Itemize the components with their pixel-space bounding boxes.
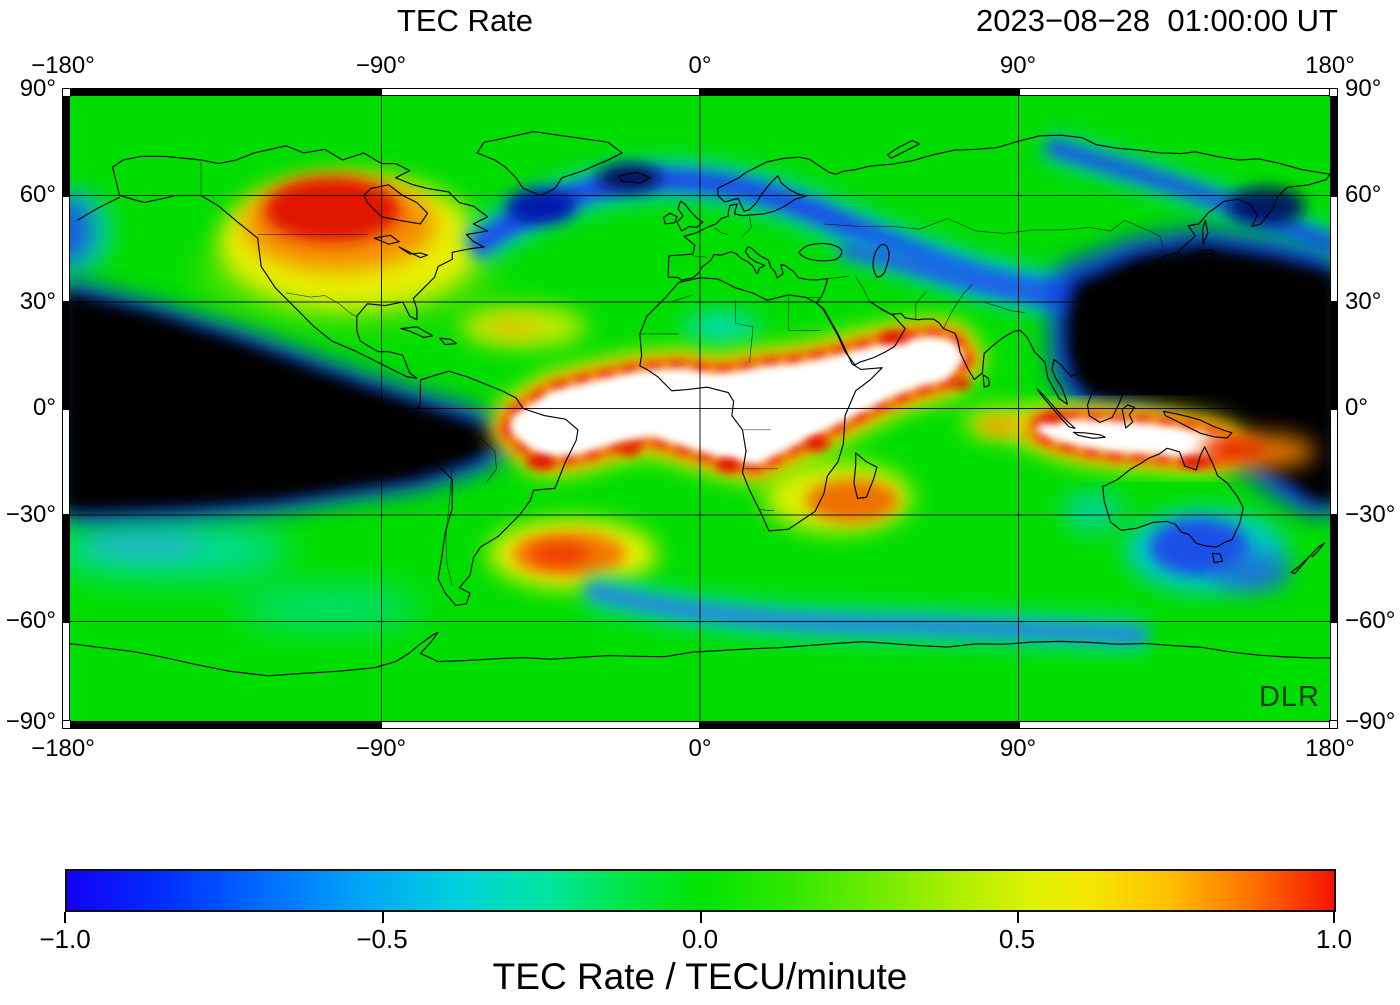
frame-segment bbox=[62, 302, 70, 409]
frame-segment bbox=[381, 88, 700, 96]
colorbar-tick-label: 0.5 bbox=[998, 924, 1036, 954]
frame-segment bbox=[1330, 622, 1338, 729]
frame-segment bbox=[1330, 196, 1338, 302]
lat-tick-label-right: −30° bbox=[1345, 501, 1396, 528]
frame-segment bbox=[1330, 88, 1338, 196]
lat-tick-label-left: −90° bbox=[5, 708, 56, 735]
colorbar-tick-label: −0.5 bbox=[356, 924, 408, 954]
lat-tick-label-right: −90° bbox=[1345, 708, 1396, 735]
frame-segment bbox=[1330, 409, 1338, 515]
lon-tick-label-top: 0° bbox=[688, 52, 712, 79]
lat-tick-label-right: 90° bbox=[1345, 75, 1382, 102]
lat-tick-label-left: 90° bbox=[19, 75, 56, 102]
lon-tick-label-bottom: 0° bbox=[688, 735, 712, 762]
frame-corner bbox=[62, 88, 71, 97]
lat-tick-label-right: −60° bbox=[1345, 607, 1396, 634]
colorbar-tick bbox=[1017, 912, 1019, 923]
colorbar-tick bbox=[1333, 912, 1335, 923]
map-frame bbox=[62, 88, 1338, 729]
frame-corner bbox=[1329, 720, 1338, 729]
lon-tick-label-top: −180° bbox=[31, 52, 95, 79]
lon-tick-label-bottom: 180° bbox=[1305, 735, 1355, 762]
frame-segment bbox=[1330, 302, 1338, 409]
lon-tick-label-top: 90° bbox=[999, 52, 1037, 79]
frame-segment bbox=[700, 721, 1019, 729]
frame-segment bbox=[62, 622, 70, 729]
country-borders bbox=[200, 161, 1164, 587]
lat-tick-label-left: −30° bbox=[5, 501, 56, 528]
gridlines bbox=[63, 89, 1337, 728]
lat-tick-label-right: 0° bbox=[1345, 394, 1368, 421]
colorbar-tick-label: 0.0 bbox=[681, 924, 719, 954]
frame-segment bbox=[62, 409, 70, 515]
frame-segment bbox=[62, 721, 381, 729]
lat-tick-label-right: 30° bbox=[1345, 288, 1382, 315]
page-title: TEC Rate bbox=[396, 3, 534, 38]
colorbar-axis-label: TEC Rate / TECU/minute bbox=[492, 956, 908, 997]
lat-tick-label-left: 60° bbox=[19, 181, 56, 208]
frame-segment bbox=[62, 196, 70, 302]
colorbar bbox=[65, 869, 1336, 912]
lon-tick-label-top: −90° bbox=[355, 52, 407, 79]
colorbar-tick bbox=[382, 912, 384, 923]
frame-segment bbox=[62, 88, 70, 196]
frame-segment bbox=[1019, 721, 1338, 729]
frame-corner bbox=[62, 720, 71, 729]
frame-segment bbox=[1330, 515, 1338, 622]
coastlines bbox=[63, 131, 1337, 677]
frame-segment bbox=[62, 88, 381, 96]
colorbar-tick bbox=[700, 912, 702, 923]
frame-segment bbox=[700, 88, 1019, 96]
frame-segment bbox=[1019, 88, 1338, 96]
frame-segment bbox=[62, 515, 70, 622]
colorbar-tick-label: −1.0 bbox=[39, 924, 91, 954]
lon-tick-label-bottom: −180° bbox=[31, 735, 95, 762]
lat-tick-label-left: 0° bbox=[33, 394, 56, 421]
dlr-watermark: DLR bbox=[1258, 681, 1320, 713]
colorbar-tick bbox=[64, 912, 66, 923]
colorbar-tick-label: 1.0 bbox=[1315, 924, 1353, 954]
frame-corner bbox=[1329, 88, 1338, 97]
timestamp-label: 2023−08−28 01:00:00 UT bbox=[976, 3, 1338, 38]
world-tec-map-canvas bbox=[63, 89, 1337, 728]
lon-tick-label-bottom: 90° bbox=[999, 735, 1037, 762]
lon-tick-label-top: 180° bbox=[1305, 52, 1355, 79]
frame-segment bbox=[381, 721, 700, 729]
lat-tick-label-right: 60° bbox=[1345, 181, 1382, 208]
lon-tick-label-bottom: −90° bbox=[355, 735, 407, 762]
lat-tick-label-left: −60° bbox=[5, 607, 56, 634]
lat-tick-label-left: 30° bbox=[19, 288, 56, 315]
